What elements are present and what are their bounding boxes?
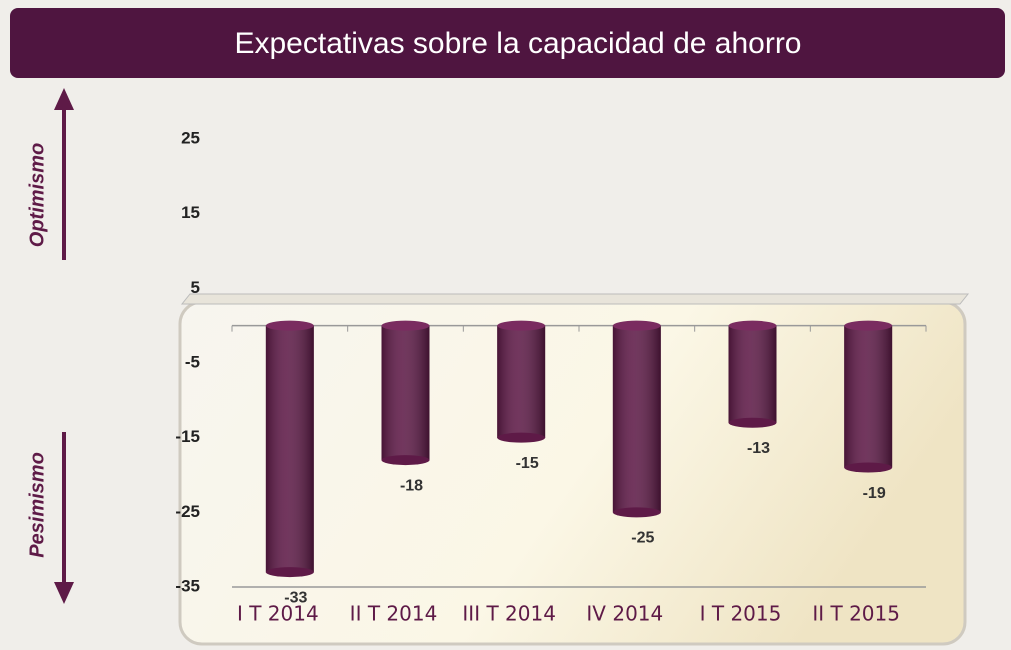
chart-title: Expectativas sobre la capacidad de ahorr… [234, 27, 801, 60]
value-label: -18 [400, 477, 423, 494]
y-tick-label: -35 [175, 576, 200, 595]
x-tick-label: II T 2015 [812, 602, 900, 626]
annotation: Optimismo [26, 143, 48, 247]
annotation: Pesimismo [26, 452, 48, 558]
y-tick-label: -15 [175, 427, 200, 446]
value-label: -15 [516, 455, 539, 472]
value-label: -19 [863, 485, 886, 502]
floor [180, 293, 970, 305]
title-bar [10, 8, 1005, 78]
bar-base [265, 567, 314, 578]
x-tick-label: I T 2015 [700, 602, 782, 626]
bar-cap [381, 320, 430, 331]
bar-shade [844, 325, 893, 468]
bar-cap [497, 320, 546, 331]
arrow-head [54, 582, 74, 604]
y-tick-label: -5 [185, 352, 200, 371]
bar-shade [728, 325, 777, 423]
bar-cap [612, 320, 661, 331]
bar-cap [844, 320, 893, 331]
bar-shade [497, 325, 546, 438]
bar-shade [612, 325, 661, 513]
value-label: -25 [631, 530, 654, 547]
x-tick-label: III T 2014 [462, 602, 556, 626]
y-tick-label: 15 [181, 203, 200, 222]
bar-cap [728, 320, 777, 331]
bar-base [612, 507, 661, 518]
bar-cap [265, 320, 314, 331]
value-label: -13 [747, 440, 770, 457]
bar-shade [265, 325, 314, 573]
value-label: -33 [284, 589, 307, 606]
bar-base [381, 455, 430, 466]
bar-base [497, 432, 546, 443]
arrow-head [54, 88, 74, 110]
bar-base [728, 417, 777, 428]
x-tick-label: I T 2014 [237, 602, 319, 626]
x-tick-label: II T 2014 [350, 602, 438, 626]
y-tick-label: 25 [181, 128, 200, 147]
y-tick-label: 5 [191, 278, 200, 297]
bar-base [844, 462, 893, 473]
bar-shade [381, 325, 430, 461]
y-tick-label: -25 [175, 502, 200, 521]
x-tick-label: IV 2014 [586, 602, 663, 626]
